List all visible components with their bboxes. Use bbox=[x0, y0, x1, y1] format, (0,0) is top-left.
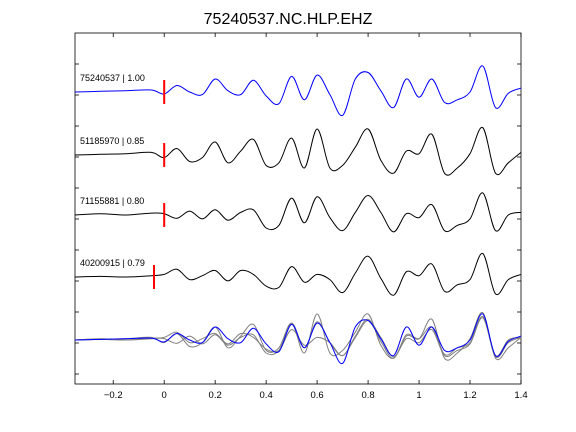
overlay-trace-2 bbox=[74, 312, 522, 361]
trace-line-4 bbox=[74, 253, 522, 296]
trace-line-3 bbox=[74, 192, 522, 233]
x-tick-label: −0.2 bbox=[104, 390, 123, 401]
overlay-stack bbox=[74, 312, 522, 365]
x-tick-label: 0 bbox=[162, 390, 167, 401]
x-tick-label: 1 bbox=[416, 390, 421, 401]
overlay-trace-1 bbox=[74, 313, 522, 365]
x-tick-label: 1.4 bbox=[514, 390, 527, 401]
trace-label-3: 71155881 | 0.80 bbox=[80, 196, 144, 206]
trace-line-2 bbox=[74, 127, 522, 176]
trace-line-1 bbox=[74, 65, 522, 117]
pick-markers bbox=[153, 80, 166, 289]
overlay-trace-3 bbox=[74, 317, 522, 358]
traces-group bbox=[74, 65, 522, 296]
trace-label-1: 75240537 | 1.00 bbox=[80, 73, 145, 83]
x-tick-label: 0.8 bbox=[361, 390, 374, 401]
x-tick-label: 1.2 bbox=[463, 390, 476, 401]
trace-label-4: 40200915 | 0.79 bbox=[80, 258, 145, 268]
plot-frame bbox=[74, 32, 522, 385]
chart-title: 75240537.NC.HLP.EHZ bbox=[204, 11, 373, 28]
axis-ticks: −0.2 0 0.2 0.4 0.6 0.8 1 1.2 1.4 bbox=[75, 33, 528, 401]
x-tick-label: 0.2 bbox=[209, 390, 222, 401]
trace-label-2: 51185970 | 0.85 bbox=[80, 136, 144, 146]
trace-labels: 75240537 | 1.00 51185970 | 0.85 71155881… bbox=[80, 73, 145, 268]
x-tick-label: 0.4 bbox=[260, 390, 273, 401]
x-tick-label: 0.6 bbox=[311, 390, 324, 401]
